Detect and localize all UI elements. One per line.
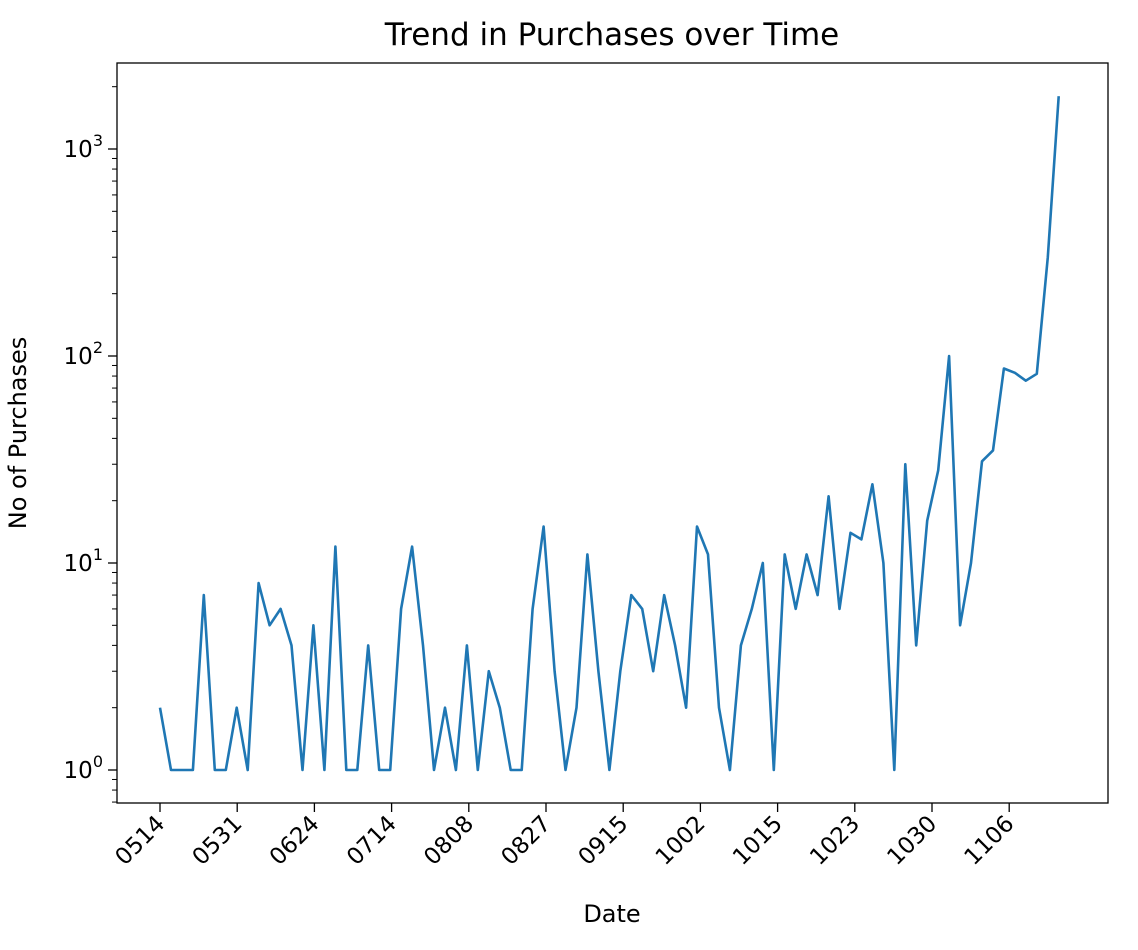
- y-tick-label-base: 10: [64, 137, 93, 163]
- x-tick-label: 1030: [882, 811, 942, 871]
- y-tick-label-exponent: 1: [93, 545, 103, 564]
- y-tick-label: 101: [64, 545, 103, 577]
- series-line: [158, 96, 1060, 772]
- x-tick-label: 0514: [110, 811, 170, 871]
- x-tick-label: 0531: [188, 811, 248, 871]
- x-tick-label: 0624: [265, 811, 325, 871]
- x-tick-label: 1002: [651, 811, 711, 871]
- x-tick-label: 0915: [574, 811, 634, 871]
- x-axis: 0514 0531 0624 0714 0808 0827 0915 1002 1015 1023…: [110, 803, 1019, 871]
- y-tick-label-exponent: 0: [93, 752, 103, 771]
- x-tick-label: 0827: [496, 811, 556, 871]
- y-tick-label: 100: [64, 752, 103, 784]
- x-tick-label: 1023: [805, 811, 865, 871]
- y-axis-label: No of Purchases: [4, 337, 32, 530]
- x-tick-label: 0808: [419, 811, 479, 871]
- y-tick-label-base: 10: [64, 758, 93, 784]
- x-axis-label: Date: [583, 900, 640, 928]
- y-tick-label: 102: [64, 338, 103, 370]
- chart-title: Trend in Purchases over Time: [384, 17, 839, 53]
- x-tick-label: 1106: [960, 811, 1020, 871]
- x-tick-label: 1015: [728, 811, 788, 871]
- x-tick-label: 0714: [342, 811, 402, 871]
- y-tick-label: 103: [64, 131, 103, 163]
- plot-frame: [116, 62, 1109, 804]
- y-tick-label-exponent: 2: [93, 338, 103, 357]
- y-tick-label-base: 10: [64, 344, 93, 370]
- y-tick-label-base: 10: [64, 551, 93, 577]
- y-tick-label-exponent: 3: [93, 131, 103, 150]
- plot-area: [158, 96, 1060, 772]
